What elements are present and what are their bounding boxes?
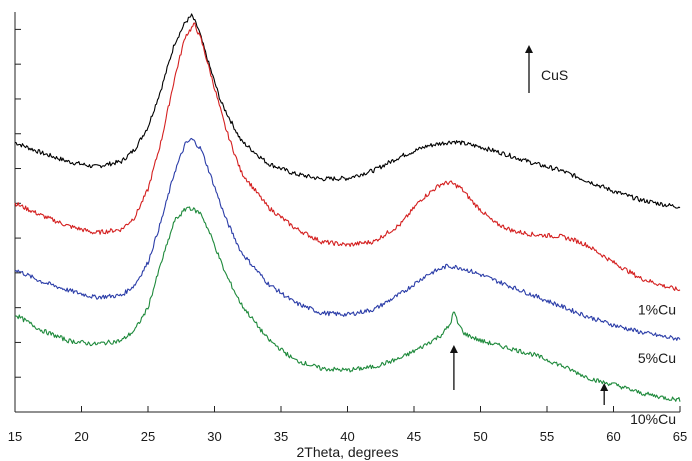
- x-tick-label: 40: [340, 429, 354, 444]
- x-tick-label: 65: [673, 429, 687, 444]
- x-tick-label: 30: [207, 429, 221, 444]
- x-axis-title: 2Theta, degrees: [297, 444, 399, 460]
- x-tick-label: 35: [274, 429, 288, 444]
- x-tick-label: 50: [473, 429, 487, 444]
- x-tick-label: 20: [74, 429, 88, 444]
- x-tick-label: 15: [8, 429, 22, 444]
- x-axis-ticks: [14, 406, 681, 412]
- series-line-5pct-cu: [14, 137, 681, 341]
- series-group: [14, 13, 681, 402]
- legend: CuS: [525, 45, 568, 93]
- legend-arrow-head: [525, 45, 533, 53]
- x-tick-label: 60: [606, 429, 620, 444]
- x-tick-label: 25: [141, 429, 155, 444]
- series-line-1pct-cu: [14, 22, 681, 292]
- x-tick-label: 45: [407, 429, 421, 444]
- series-line-undoped: [14, 13, 681, 209]
- series-line-10pct-cu: [14, 206, 681, 402]
- series-label: 1%Cu: [638, 301, 676, 317]
- x-tick-label: 55: [540, 429, 554, 444]
- peak-arrow-head: [600, 383, 609, 391]
- x-axis-tick-labels: 15 20 25 30 35 40 45 50 55 60 65: [8, 429, 687, 444]
- series-label: 5%Cu: [638, 350, 676, 366]
- series-label: 10%Cu: [630, 411, 676, 427]
- cus-peak-arrows: [449, 345, 609, 405]
- y-axis-ticks: [15, 28, 21, 413]
- peak-arrow-head: [449, 345, 458, 353]
- legend-label: CuS: [541, 67, 568, 83]
- series-labels: 1%Cu 5%Cu 10%Cu: [630, 301, 676, 427]
- plot-frame: [14, 12, 680, 413]
